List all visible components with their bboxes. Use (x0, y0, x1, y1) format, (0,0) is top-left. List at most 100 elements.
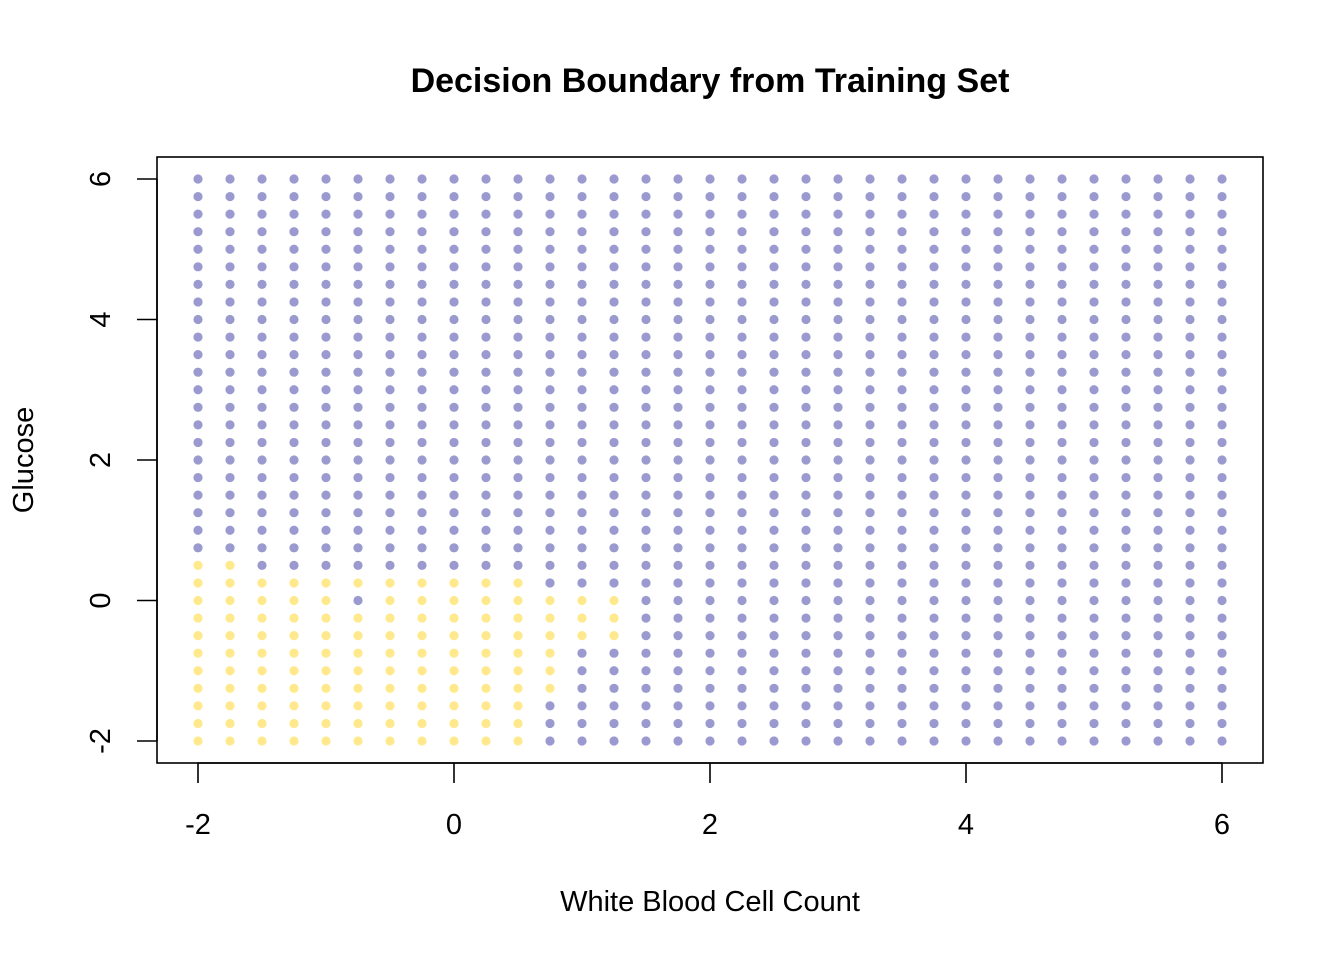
grid-point-class-a (801, 174, 811, 184)
grid-point-class-a (225, 209, 235, 219)
grid-point-class-a (801, 402, 811, 412)
grid-point-class-a (513, 332, 523, 342)
grid-point-class-a (1057, 595, 1067, 606)
grid-point-class-a (577, 718, 587, 729)
grid-point-class-a (833, 578, 843, 588)
grid-point-class-a (1217, 701, 1227, 711)
grid-point-class-a (1089, 490, 1099, 500)
grid-point-class-a (577, 525, 587, 535)
grid-point-class-a (1185, 560, 1195, 570)
grid-point-class-a (993, 297, 1003, 307)
grid-point-class-a (545, 701, 555, 711)
grid-point-class-a (641, 209, 651, 219)
grid-point-class-a (705, 631, 715, 641)
grid-point-class-a (1121, 543, 1131, 553)
grid-point-class-b (289, 736, 299, 746)
grid-point-class-a (481, 244, 491, 254)
grid-point-class-a (833, 244, 843, 254)
grid-point-class-a (737, 595, 747, 606)
grid-point-class-a (1185, 385, 1195, 395)
grid-point-class-a (929, 508, 939, 518)
grid-point-class-a (193, 385, 203, 395)
grid-point-class-a (1121, 525, 1131, 535)
grid-point-class-a (353, 437, 363, 448)
grid-point-class-a (801, 666, 811, 676)
grid-point-class-a (1121, 455, 1131, 465)
grid-point-class-a (1121, 613, 1131, 623)
grid-point-class-a (1089, 385, 1099, 395)
grid-point-class-a (769, 595, 779, 606)
grid-point-class-a (833, 508, 843, 518)
grid-point-class-a (257, 244, 267, 254)
grid-point-class-a (417, 367, 427, 377)
grid-point-class-b (417, 683, 427, 693)
grid-point-class-a (1089, 402, 1099, 412)
grid-point-class-a (545, 543, 555, 553)
grid-point-class-a (321, 279, 331, 289)
grid-point-class-a (993, 244, 1003, 254)
grid-point-class-a (1217, 402, 1227, 412)
grid-point-class-a (1185, 402, 1195, 412)
grid-point-class-a (193, 543, 203, 553)
grid-point-class-a (609, 297, 619, 307)
grid-point-class-a (769, 578, 779, 588)
grid-point-class-a (1185, 595, 1195, 606)
grid-point-class-a (961, 437, 971, 448)
grid-point-class-a (705, 718, 715, 729)
grid-point-class-a (673, 385, 683, 395)
grid-point-class-a (897, 613, 907, 623)
grid-point-class-a (865, 543, 875, 553)
grid-point-class-a (801, 718, 811, 729)
grid-point-class-a (1185, 543, 1195, 553)
grid-point-class-a (449, 560, 459, 570)
grid-point-class-a (385, 262, 395, 272)
grid-point-class-a (865, 209, 875, 219)
grid-point-class-a (417, 525, 427, 535)
grid-point-class-a (1057, 191, 1067, 202)
grid-point-class-a (1153, 244, 1163, 254)
grid-point-class-a (545, 736, 555, 746)
grid-point-class-a (481, 385, 491, 395)
grid-point-class-a (705, 314, 715, 325)
grid-point-class-a (801, 631, 811, 641)
grid-point-class-a (417, 227, 427, 237)
grid-point-class-a (1217, 244, 1227, 254)
grid-point-class-a (705, 367, 715, 377)
grid-point-class-a (865, 648, 875, 658)
grid-point-class-a (513, 472, 523, 483)
grid-point-class-a (673, 455, 683, 465)
grid-point-class-a (705, 543, 715, 553)
grid-point-class-a (1121, 244, 1131, 254)
grid-point-class-a (385, 332, 395, 342)
grid-point-class-b (193, 560, 203, 570)
grid-point-class-a (673, 227, 683, 237)
grid-point-class-a (705, 262, 715, 272)
grid-point-class-a (1153, 314, 1163, 325)
grid-point-class-b (321, 595, 331, 606)
grid-point-class-a (193, 332, 203, 342)
grid-point-class-a (897, 543, 907, 553)
grid-point-class-a (385, 350, 395, 360)
grid-point-class-a (833, 648, 843, 658)
grid-point-class-a (1025, 174, 1035, 184)
grid-point-class-a (577, 736, 587, 746)
grid-point-class-a (225, 297, 235, 307)
grid-point-class-a (961, 279, 971, 289)
x-tick-label: 2 (702, 809, 718, 841)
grid-point-class-b (225, 560, 235, 570)
grid-point-class-a (1089, 437, 1099, 448)
grid-point-class-a (225, 332, 235, 342)
grid-point-class-a (897, 385, 907, 395)
grid-point-class-a (321, 297, 331, 307)
grid-point-class-a (673, 437, 683, 448)
grid-point-class-b (257, 701, 267, 711)
grid-point-class-a (1121, 718, 1131, 729)
grid-point-class-a (865, 525, 875, 535)
grid-point-class-a (1057, 508, 1067, 518)
grid-point-class-a (481, 490, 491, 500)
grid-point-class-a (289, 472, 299, 483)
grid-point-class-b (577, 595, 587, 606)
grid-point-class-b (193, 578, 203, 588)
grid-point-class-a (1185, 209, 1195, 219)
grid-point-class-b (289, 648, 299, 658)
